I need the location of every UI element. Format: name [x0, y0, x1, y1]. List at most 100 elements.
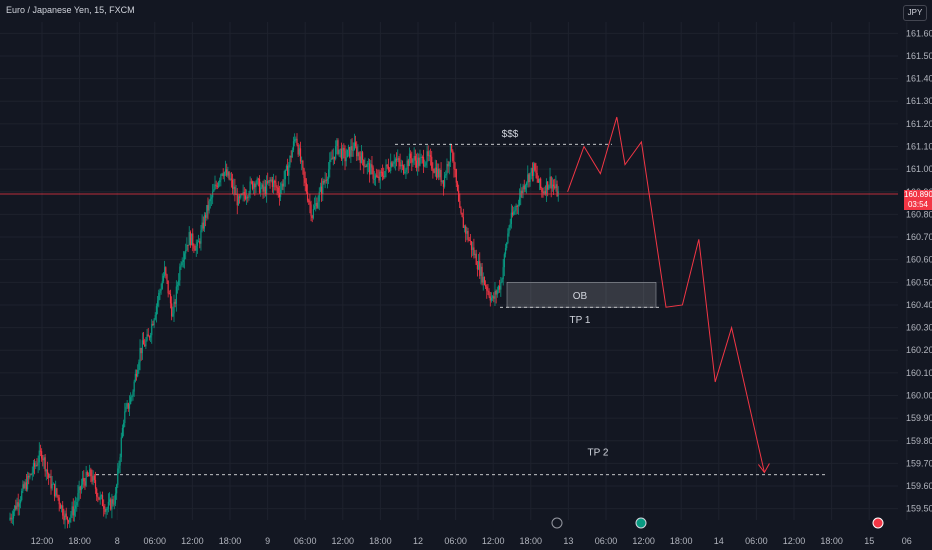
candle-body — [22, 484, 24, 491]
candle-body — [513, 211, 515, 215]
candle-body — [379, 171, 381, 181]
candle-body — [494, 290, 496, 299]
candle-body — [55, 488, 57, 497]
price-tick-label: 161.500 — [906, 51, 932, 61]
candle-body — [200, 230, 202, 244]
candle-body — [401, 164, 404, 166]
time-tick-label: 12 — [413, 536, 423, 546]
candle-body — [287, 165, 289, 176]
candle-body — [176, 285, 179, 287]
candle-body — [488, 291, 490, 297]
candle-body — [247, 196, 249, 198]
candle-body — [475, 253, 477, 265]
candle-body — [280, 189, 282, 198]
candle-body — [499, 285, 501, 290]
candle-body — [357, 152, 359, 157]
candle-body — [535, 170, 537, 174]
candle-body — [147, 334, 149, 337]
candle-body — [45, 469, 47, 472]
candle-body — [75, 505, 77, 509]
candle-body — [199, 241, 201, 244]
candle-body — [31, 472, 33, 475]
candle-body — [108, 499, 111, 502]
candle-body — [441, 180, 443, 182]
candle-body — [162, 275, 165, 282]
candle-body — [373, 178, 375, 180]
candle-body — [413, 156, 415, 160]
candle-body — [205, 215, 207, 218]
candle-body — [448, 161, 450, 167]
candle-body — [116, 484, 118, 494]
candle-body — [466, 231, 468, 234]
time-tick-label: 06 — [902, 536, 912, 546]
currency-button[interactable]: JPY — [903, 5, 927, 21]
time-tick-label: 14 — [714, 536, 724, 546]
candle-body — [544, 191, 546, 194]
candle-body — [12, 511, 15, 519]
candle-body — [106, 508, 108, 510]
candle-body — [277, 187, 279, 193]
candle-body — [144, 344, 146, 347]
candle-body — [325, 179, 327, 181]
candle-body — [17, 502, 19, 507]
candle-body — [340, 148, 343, 160]
candle-body — [270, 179, 272, 181]
candle-body — [384, 170, 386, 178]
candle-body — [483, 276, 486, 285]
candle-body — [470, 241, 473, 250]
candle-body — [433, 171, 435, 173]
candle-body — [85, 471, 87, 486]
candle-body — [128, 404, 131, 409]
candle-body — [258, 178, 261, 193]
candle-body — [215, 184, 217, 186]
candle-body — [429, 155, 432, 157]
time-tick-label: 18:00 — [68, 536, 91, 546]
price-tick-label: 160.700 — [906, 232, 932, 242]
candle-body — [515, 205, 517, 211]
candle-body — [509, 223, 511, 228]
candle-body — [417, 157, 419, 168]
candle-body — [468, 239, 470, 241]
candle-body — [188, 232, 190, 246]
candle-body — [21, 490, 23, 500]
candle-body — [485, 284, 487, 287]
candle-body — [133, 381, 135, 392]
candle-body — [545, 181, 548, 194]
candle-body — [428, 155, 430, 157]
candle-body — [431, 156, 433, 169]
candle-body — [9, 517, 11, 520]
candle-body — [30, 474, 32, 476]
candle-body — [284, 169, 286, 180]
candle-body — [99, 495, 101, 500]
candle-body — [196, 242, 199, 246]
candle-body — [507, 233, 509, 244]
candle-body — [294, 139, 296, 142]
candle-body — [302, 160, 304, 169]
projection-arrowhead — [758, 463, 770, 474]
candle-body — [351, 146, 353, 151]
candle-body — [439, 169, 441, 178]
candle-body — [138, 362, 140, 370]
candle-body — [14, 505, 16, 512]
candle-body — [473, 247, 475, 256]
candle-body — [298, 148, 300, 155]
candle-body — [322, 180, 324, 194]
candle-body — [92, 475, 94, 482]
candle-body — [101, 495, 104, 506]
candle-body — [37, 462, 39, 466]
candle-body — [42, 458, 44, 461]
candle-body — [78, 486, 80, 494]
candle-body — [107, 501, 109, 509]
candle-body — [209, 198, 211, 202]
bottom-event-icons — [551, 517, 884, 529]
candle-body — [41, 451, 43, 459]
candle-body — [321, 186, 323, 194]
candle-body — [90, 469, 92, 477]
candle-body — [268, 180, 270, 183]
candle-body — [239, 196, 241, 198]
candle-body — [456, 182, 459, 191]
candle-body — [326, 178, 329, 181]
candle-body — [531, 168, 534, 176]
candle-body — [432, 168, 434, 172]
